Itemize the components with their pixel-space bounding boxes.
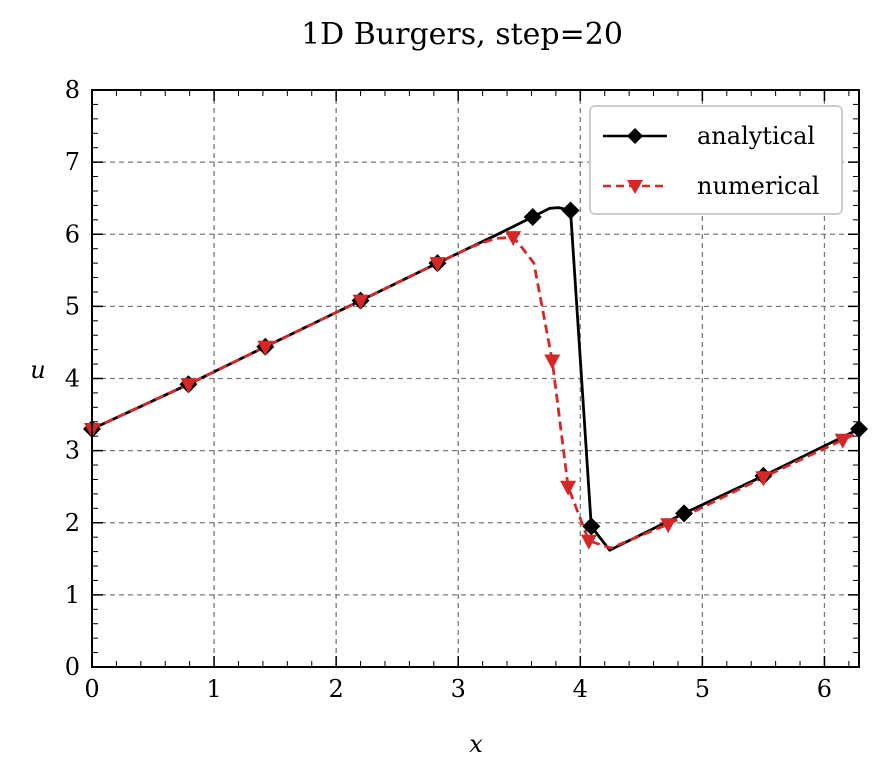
x-tick-label: 3	[451, 675, 466, 703]
y-tick-label: 0	[65, 653, 80, 681]
y-tick-label: 7	[65, 148, 80, 176]
x-tick-label: 6	[817, 675, 832, 703]
data-point-analytical	[675, 504, 694, 523]
series-line-numerical	[92, 235, 859, 550]
x-tick-label: 5	[695, 675, 710, 703]
legend: analytical numerical	[589, 105, 843, 215]
legend-marker-analytical	[627, 128, 643, 144]
data-point-numerical	[755, 471, 772, 487]
x-tick-label: 4	[573, 675, 588, 703]
data-point-analytical	[582, 517, 601, 536]
data-point-numerical	[834, 433, 851, 449]
data-point-numerical	[429, 257, 446, 273]
x-tick-label: 0	[84, 675, 99, 703]
y-tick-label: 1	[65, 581, 80, 609]
data-point-analytical	[561, 201, 580, 220]
chart-title: 1D Burgers, step=20	[301, 17, 623, 52]
data-point-numerical	[560, 480, 577, 496]
y-tick-label: 6	[65, 220, 80, 248]
ticks: 0 1 2 3 4 5 6 0 1 2 3 4 5 6 7 8	[65, 76, 859, 703]
data-point-numerical	[544, 354, 561, 370]
x-tick-label: 2	[329, 675, 344, 703]
legend-marker-numerical	[627, 180, 643, 194]
x-axis-label: x	[469, 730, 483, 758]
data-point-numerical	[257, 340, 274, 356]
y-axis-label: u	[30, 356, 45, 384]
data-point-numerical	[580, 534, 597, 550]
legend-box	[589, 105, 843, 215]
data-point-analytical	[523, 207, 542, 226]
data-point-numerical	[352, 294, 369, 310]
y-tick-label: 8	[65, 76, 80, 104]
data-point-numerical	[180, 378, 197, 394]
marker-layer	[83, 201, 868, 550]
legend-label-numerical: numerical	[697, 172, 819, 200]
legend-label-analytical: analytical	[697, 122, 815, 150]
y-tick-label: 2	[65, 509, 80, 537]
data-point-numerical	[505, 231, 522, 247]
y-tick-label: 5	[65, 292, 80, 320]
data-point-numerical	[660, 518, 677, 534]
x-tick-label: 1	[206, 675, 221, 703]
y-tick-label: 3	[65, 437, 80, 465]
y-tick-label: 4	[65, 365, 80, 393]
